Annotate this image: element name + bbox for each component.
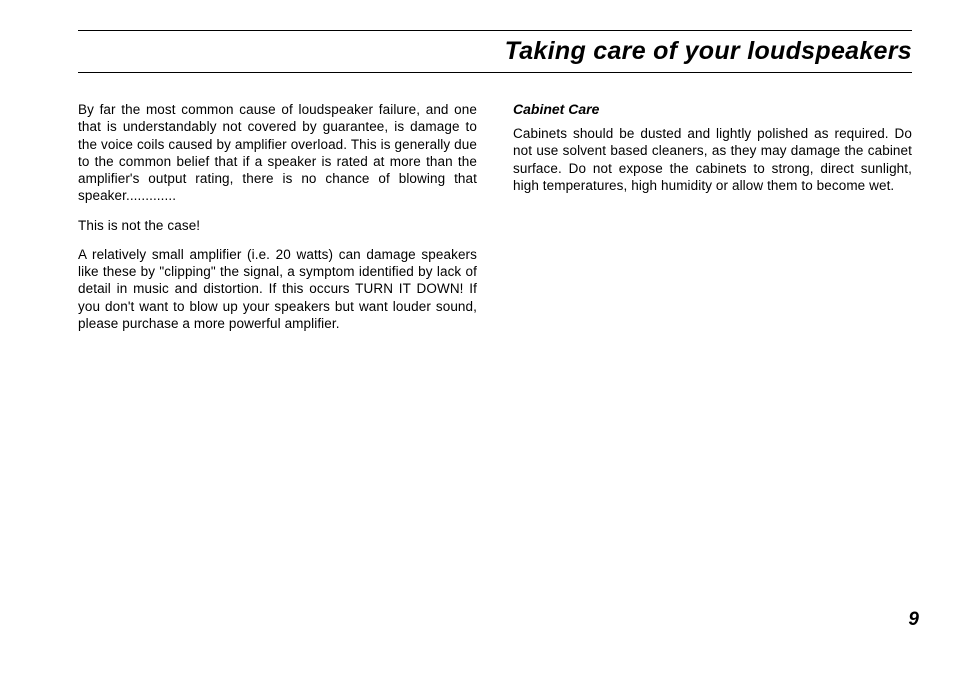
content-area: By far the most common cause of loudspea… [78, 101, 912, 344]
page-header: Taking care of your loudspeakers [78, 30, 912, 73]
left-column: By far the most common cause of loudspea… [78, 101, 477, 344]
body-paragraph: By far the most common cause of loudspea… [78, 101, 477, 205]
page-title: Taking care of your loudspeakers [78, 37, 912, 66]
section-heading: Cabinet Care [513, 101, 912, 117]
right-column: Cabinet Care Cabinets should be dusted a… [513, 101, 912, 344]
page-number: 9 [908, 609, 919, 631]
body-paragraph: This is not the case! [78, 217, 477, 234]
body-paragraph: A relatively small amplifier (i.e. 20 wa… [78, 246, 477, 332]
body-paragraph: Cabinets should be dusted and lightly po… [513, 125, 912, 194]
